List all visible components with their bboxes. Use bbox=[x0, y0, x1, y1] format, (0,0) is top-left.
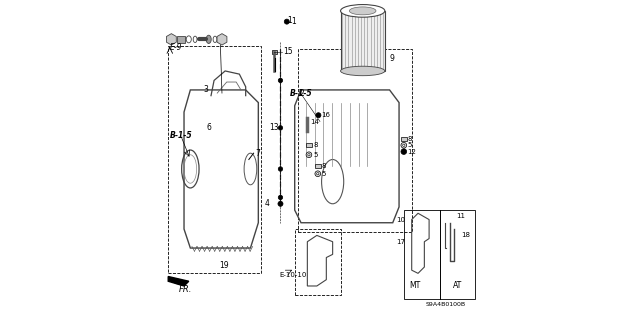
Ellipse shape bbox=[349, 7, 376, 15]
Text: 5: 5 bbox=[321, 171, 326, 177]
Text: 8: 8 bbox=[313, 142, 317, 148]
Ellipse shape bbox=[340, 66, 385, 76]
Circle shape bbox=[317, 173, 319, 175]
Bar bbox=[340, 11, 385, 71]
Text: 7: 7 bbox=[255, 149, 260, 158]
Polygon shape bbox=[168, 277, 189, 286]
Circle shape bbox=[403, 144, 405, 146]
Text: 16: 16 bbox=[321, 112, 331, 118]
Text: MT: MT bbox=[409, 281, 420, 291]
Text: 12: 12 bbox=[407, 149, 416, 155]
Circle shape bbox=[316, 113, 321, 118]
Ellipse shape bbox=[340, 4, 385, 17]
Bar bbox=[306, 143, 312, 147]
Bar bbox=[298, 49, 412, 232]
Bar bbox=[315, 164, 321, 168]
Text: E-10-10: E-10-10 bbox=[279, 272, 307, 278]
Text: 9: 9 bbox=[390, 54, 394, 63]
Bar bbox=[272, 50, 276, 54]
Text: 14: 14 bbox=[310, 119, 319, 124]
Text: 11: 11 bbox=[456, 213, 465, 219]
Text: 4: 4 bbox=[264, 199, 269, 208]
Circle shape bbox=[278, 126, 283, 130]
Circle shape bbox=[278, 167, 283, 171]
Ellipse shape bbox=[206, 35, 211, 43]
Bar bbox=[404, 210, 475, 299]
Text: 13: 13 bbox=[269, 123, 279, 132]
Text: 1: 1 bbox=[292, 18, 296, 26]
Text: 5: 5 bbox=[407, 142, 412, 148]
Text: 2: 2 bbox=[300, 89, 304, 98]
Text: 5: 5 bbox=[313, 152, 317, 158]
Circle shape bbox=[278, 78, 283, 83]
Text: FR.: FR. bbox=[179, 285, 193, 294]
Text: AT: AT bbox=[453, 281, 462, 291]
Circle shape bbox=[308, 154, 310, 156]
Text: 17: 17 bbox=[396, 239, 405, 245]
Circle shape bbox=[306, 152, 312, 158]
Circle shape bbox=[401, 142, 406, 148]
Text: 3: 3 bbox=[203, 85, 208, 94]
Bar bbox=[177, 35, 185, 43]
Circle shape bbox=[315, 171, 321, 177]
Text: 19: 19 bbox=[219, 261, 228, 270]
Text: 18: 18 bbox=[461, 233, 470, 238]
Text: 6: 6 bbox=[206, 123, 211, 132]
Text: B-1-5: B-1-5 bbox=[290, 89, 312, 98]
Bar bbox=[294, 229, 340, 295]
Text: E-9: E-9 bbox=[170, 43, 182, 52]
Text: 8: 8 bbox=[407, 136, 412, 142]
Circle shape bbox=[401, 149, 406, 154]
Text: 8: 8 bbox=[321, 163, 326, 169]
Text: 15: 15 bbox=[284, 48, 293, 56]
Circle shape bbox=[278, 201, 283, 206]
Text: 1: 1 bbox=[287, 16, 292, 25]
Text: 10: 10 bbox=[396, 217, 405, 223]
Circle shape bbox=[284, 19, 289, 24]
Circle shape bbox=[278, 195, 283, 200]
Text: S9A4B0100B: S9A4B0100B bbox=[426, 302, 466, 308]
Bar bbox=[401, 137, 406, 141]
Text: B-1-5: B-1-5 bbox=[170, 131, 193, 140]
Bar bbox=[168, 46, 262, 273]
